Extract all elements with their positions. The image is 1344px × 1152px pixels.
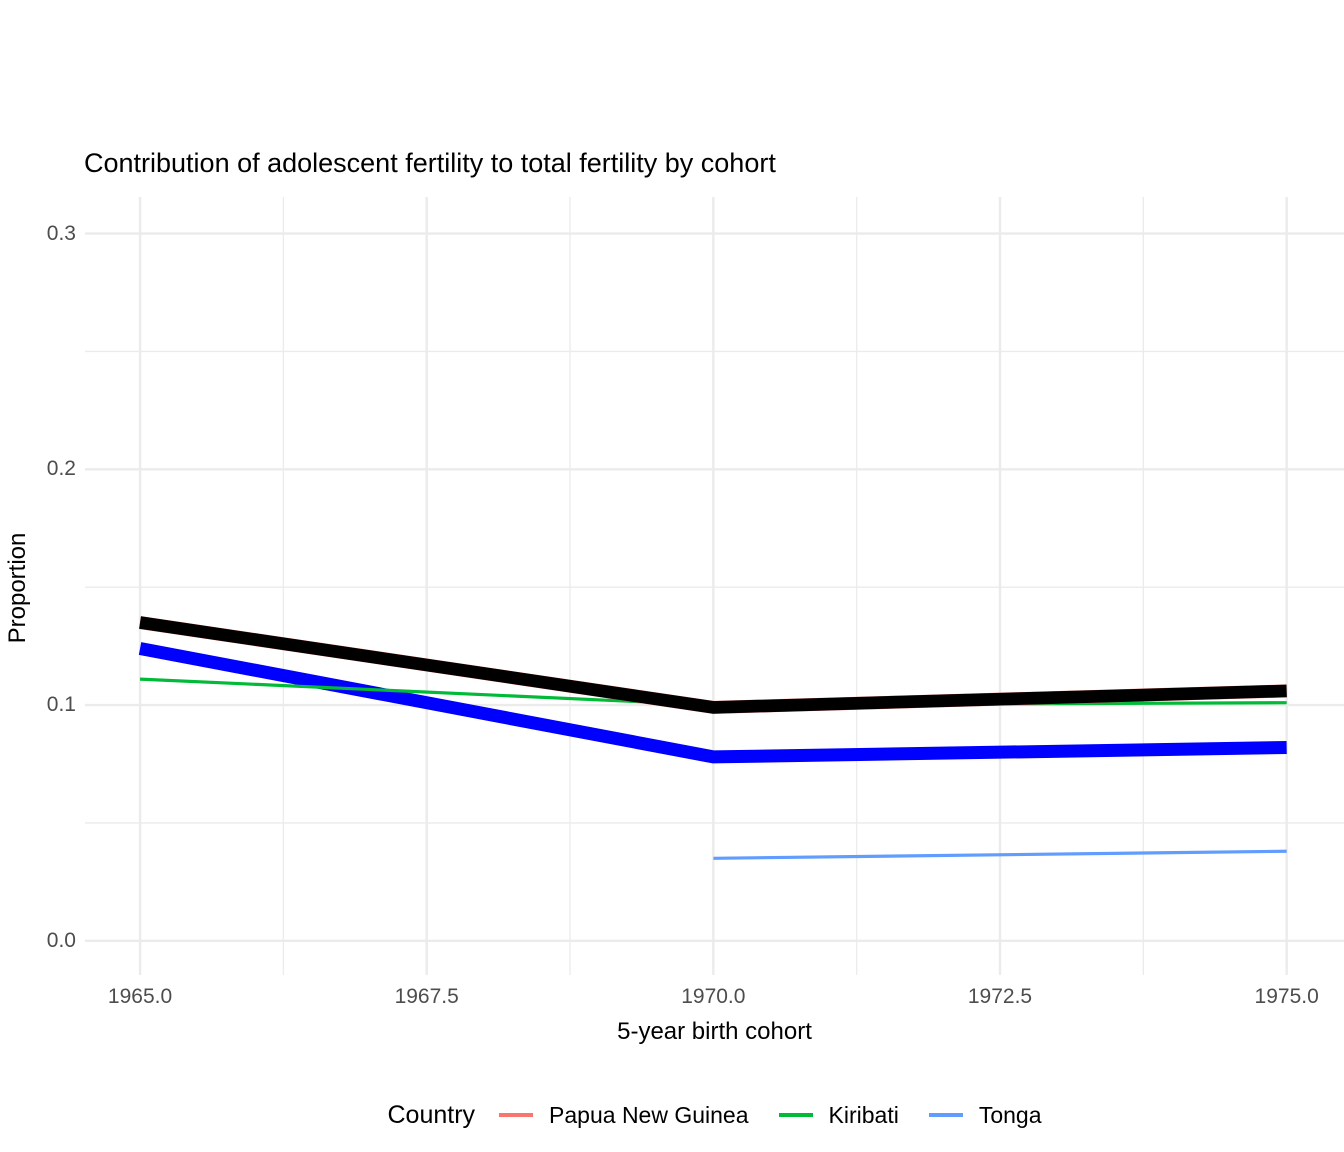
x-tick-label: 1972.5 [967,985,1033,1008]
y-tick-label: 0.3 [46,221,76,245]
series-line-tonga [713,849,1287,860]
legend-item-tonga: Tonga [928,1101,1042,1129]
legend-label: Kiribati [828,1101,899,1128]
x-tick-label: 1970.0 [681,985,746,1008]
y-tick-label: 0.1 [46,693,76,717]
x-tick-label: 1975.0 [1254,985,1319,1008]
series-line-black-thick-highlight-line [139,616,1287,714]
legend-key-line-icon [928,1113,963,1117]
series-line-blue-thick-highlight-line [138,642,1287,764]
x-axis-title: 5-year birth cohort [617,1018,812,1045]
legend-label: Tonga [978,1101,1042,1128]
legend-label: Papua New Guinea [549,1101,749,1128]
legend: Country Papua New Guinea Kiribati Tonga [85,1096,1344,1134]
y-tick-label: 0.2 [46,457,76,481]
legend-key-line-icon [778,1113,813,1117]
legend-key-line-icon [499,1113,534,1117]
chart-title: Contribution of adolescent fertility to … [84,148,776,178]
y-axis-title: Proportion [4,532,31,644]
x-tick-label: 1967.5 [394,985,459,1008]
legend-item-kiribati: Kiribati [778,1101,899,1129]
x-tick-label: 1965.0 [107,985,173,1008]
y-tick-label: 0.0 [46,928,76,952]
legend-item-papua-new-guinea: Papua New Guinea [499,1101,749,1129]
legend-title: Country [387,1100,476,1129]
